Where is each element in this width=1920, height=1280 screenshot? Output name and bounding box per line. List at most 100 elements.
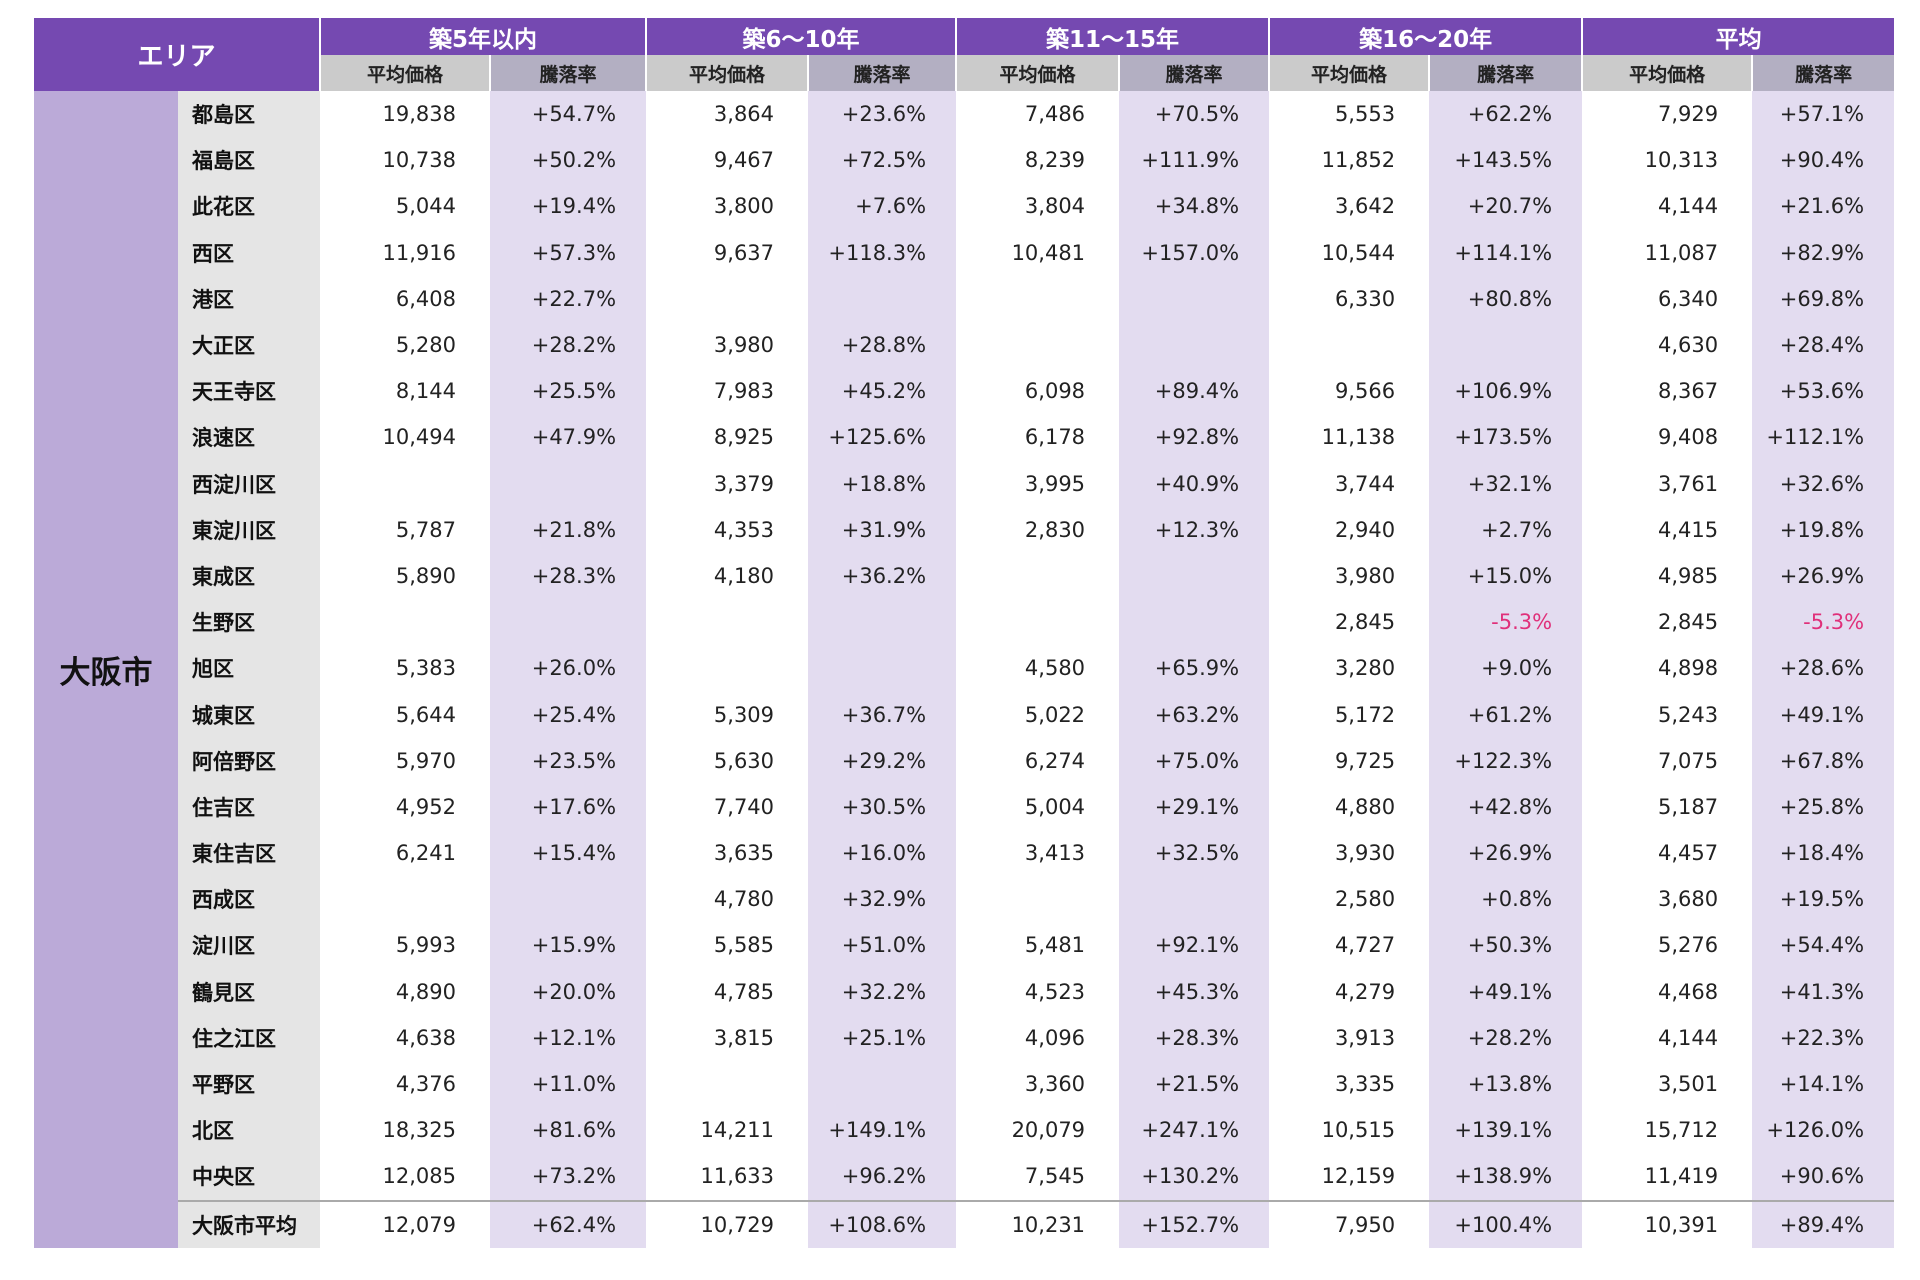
rate-cell: +25.5% xyxy=(490,368,647,415)
price-cell: 4,898 xyxy=(1582,645,1753,692)
rate-cell: +29.2% xyxy=(808,737,957,784)
ward-name: 西区 xyxy=(178,229,321,276)
table-row: 東成区 5,890 +28.3% 4,180 +36.2% 3,980 +15.0% 4,98… xyxy=(34,552,1895,600)
price-cell: 3,379 xyxy=(646,460,809,507)
rate-cell: +143.5% xyxy=(1429,137,1583,184)
rate-cell: +112.1% xyxy=(1752,414,1895,461)
rate-cell: +69.8% xyxy=(1752,275,1895,322)
rate-cell: +36.2% xyxy=(808,552,957,600)
rate-cell: +108.6% xyxy=(808,1199,957,1248)
rate-cell: +22.7% xyxy=(490,275,647,322)
group-header: 築11～15年 xyxy=(955,18,1270,55)
table-row: 港区 6,408 +22.7% 6,330 +80.8% 6,340 +69.8% xyxy=(34,275,1895,322)
ward-name: 天王寺区 xyxy=(178,368,321,415)
table-row: 福島区 10,738 +50.2% 9,467 +72.5% 8,239 +111.9% 11… xyxy=(34,137,1895,184)
rate-cell: +50.2% xyxy=(490,137,647,184)
rate-cell: +73.2% xyxy=(490,1153,647,1201)
price-cell: 9,467 xyxy=(646,137,809,184)
rate-cell: +32.5% xyxy=(1119,830,1270,877)
table-row: 東住吉区 6,241 +15.4% 3,635 +16.0% 3,413 +32.5% 3,9… xyxy=(34,830,1895,877)
rate-cell: +61.2% xyxy=(1429,691,1583,738)
price-cell: 4,785 xyxy=(646,968,809,1015)
rate-cell: +16.0% xyxy=(808,830,957,877)
rate-cell xyxy=(1429,321,1583,369)
rate-cell: +17.6% xyxy=(490,783,647,830)
rate-cell: +139.1% xyxy=(1429,1107,1583,1154)
table-row: 大正区 5,280 +28.2% 3,980 +28.8% 4,630 +28.4% xyxy=(34,321,1895,369)
price-subheader: 平均価格 xyxy=(319,55,491,91)
price-cell: 4,144 xyxy=(1582,1014,1753,1061)
table-row: 鶴見区 4,890 +20.0% 4,785 +32.2% 4,523 +45.3% 4,27… xyxy=(34,968,1895,1015)
price-cell xyxy=(1269,321,1430,369)
price-cell: 7,075 xyxy=(1582,737,1753,784)
price-cell: 4,880 xyxy=(1269,783,1430,830)
rate-cell: +57.3% xyxy=(490,229,647,276)
rate-cell: +89.4% xyxy=(1119,368,1270,415)
price-cell: 10,481 xyxy=(956,229,1120,276)
price-cell: 3,413 xyxy=(956,830,1120,877)
price-cell: 5,787 xyxy=(320,506,491,553)
price-cell: 3,800 xyxy=(646,183,809,230)
price-cell: 5,280 xyxy=(320,321,491,369)
table-row: 城東区 5,644 +25.4% 5,309 +36.7% 5,022 +63.2% 5,17… xyxy=(34,691,1895,738)
price-cell: 5,644 xyxy=(320,691,491,738)
ward-name: 港区 xyxy=(178,275,321,322)
price-cell: 7,740 xyxy=(646,783,809,830)
price-cell: 5,022 xyxy=(956,691,1120,738)
table-row: 大阪市 都島区 19,838 +54.7% 3,864 +23.6% 7,486 +70.5%… xyxy=(34,91,1895,1248)
rate-cell: +138.9% xyxy=(1429,1153,1583,1201)
rate-cell xyxy=(1119,275,1270,322)
price-cell: 10,313 xyxy=(1582,137,1753,184)
rate-cell: +72.5% xyxy=(808,137,957,184)
price-cell: 3,744 xyxy=(1269,460,1430,507)
city-label: 大阪市 xyxy=(34,91,178,1248)
rate-cell: +49.1% xyxy=(1429,968,1583,1015)
table-row: 住之江区 4,638 +12.1% 3,815 +25.1% 4,096 +28.3% 3,9… xyxy=(34,1014,1895,1061)
ward-name: 住吉区 xyxy=(178,783,321,830)
ward-name: 東成区 xyxy=(178,552,321,600)
rate-subheader: 騰落率 xyxy=(1118,55,1270,91)
rate-cell: +26.9% xyxy=(1752,552,1895,600)
price-cell: 6,178 xyxy=(956,414,1120,461)
area-header: エリア xyxy=(34,18,321,91)
rate-cell: +25.8% xyxy=(1752,783,1895,830)
table-row: 中央区 12,085 +73.2% 11,633 +96.2% 7,545 +130.2% 1… xyxy=(34,1153,1895,1201)
price-cell: 4,279 xyxy=(1269,968,1430,1015)
rate-cell: +90.4% xyxy=(1752,137,1895,184)
table-row: 此花区 5,044 +19.4% 3,800 +7.6% 3,804 +34.8% 3,642… xyxy=(34,183,1895,230)
rate-cell: -5.3% xyxy=(1752,599,1895,646)
price-cell: 3,635 xyxy=(646,830,809,877)
price-cell xyxy=(646,645,809,692)
price-cell: 3,501 xyxy=(1582,1060,1753,1108)
price-cell: 4,985 xyxy=(1582,552,1753,600)
rate-cell: +13.8% xyxy=(1429,1060,1583,1108)
rate-cell: +96.2% xyxy=(808,1153,957,1201)
rate-subheader: 騰落率 xyxy=(489,55,647,91)
rate-cell: +106.9% xyxy=(1429,368,1583,415)
rate-cell: +22.3% xyxy=(1752,1014,1895,1061)
price-cell: 5,630 xyxy=(646,737,809,784)
rate-cell xyxy=(1119,876,1270,923)
price-cell: 12,085 xyxy=(320,1153,491,1201)
rate-cell: +130.2% xyxy=(1119,1153,1270,1201)
price-cell: 3,360 xyxy=(956,1060,1120,1108)
rate-cell: +65.9% xyxy=(1119,645,1270,692)
rate-cell: +54.4% xyxy=(1752,922,1895,969)
rate-cell: +54.7% xyxy=(490,91,647,138)
price-cell xyxy=(646,275,809,322)
rate-cell: +28.3% xyxy=(1119,1014,1270,1061)
rate-cell: +25.4% xyxy=(490,691,647,738)
price-subheader: 平均価格 xyxy=(1581,55,1753,91)
rate-cell: -5.3% xyxy=(1429,599,1583,646)
rate-cell: +21.5% xyxy=(1119,1060,1270,1108)
rate-cell xyxy=(1119,321,1270,369)
ward-name: 城東区 xyxy=(178,691,321,738)
rate-cell: +28.8% xyxy=(808,321,957,369)
ward-name: 旭区 xyxy=(178,645,321,692)
price-cell: 6,408 xyxy=(320,275,491,322)
rate-cell: +49.1% xyxy=(1752,691,1895,738)
rate-cell: +67.8% xyxy=(1752,737,1895,784)
ward-name: 東住吉区 xyxy=(178,830,321,877)
price-cell: 5,044 xyxy=(320,183,491,230)
price-cell: 14,211 xyxy=(646,1107,809,1154)
